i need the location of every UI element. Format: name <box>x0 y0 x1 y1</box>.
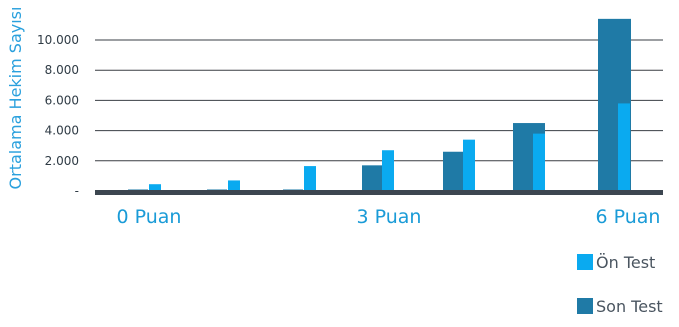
bar-on-test <box>382 150 394 191</box>
legend-swatch <box>577 254 593 270</box>
legend-label: Ön Test <box>596 253 655 272</box>
legend: Ön Test Son Test <box>577 253 663 316</box>
bar-on-test <box>533 133 545 191</box>
bar-on-test <box>149 184 161 191</box>
y-tick-label: 8.000 <box>45 63 79 77</box>
y-tick-label: 2.000 <box>45 154 79 168</box>
bar-on-test <box>228 180 240 191</box>
legend-label: Son Test <box>596 297 663 316</box>
x-tick-label: 0 Puan <box>117 206 182 228</box>
legend-swatch <box>577 298 593 314</box>
bar-son-test <box>443 151 463 191</box>
gridlines <box>95 39 663 162</box>
bar-on-test <box>618 103 630 191</box>
x-axis-baseline <box>95 190 663 195</box>
y-tick-label: - <box>75 184 79 198</box>
bar-on-test <box>304 166 316 191</box>
y-tick-labels: - 2.000 4.000 6.000 8.000 10.000 <box>37 33 79 198</box>
x-tick-labels: 0 Puan 3 Puan 6 Puan <box>117 206 661 228</box>
x-tick-label: 3 Puan <box>357 206 422 228</box>
y-tick-label: 10.000 <box>37 33 79 47</box>
y-tick-label: 6.000 <box>45 93 79 107</box>
bars <box>128 18 631 191</box>
x-tick-label: 6 Puan <box>596 206 661 228</box>
bar-son-test <box>362 165 382 191</box>
y-axis-label: Ortalama Hekim Sayısı <box>6 7 25 190</box>
y-tick-label: 4.000 <box>45 124 79 138</box>
bar-on-test <box>463 139 475 191</box>
